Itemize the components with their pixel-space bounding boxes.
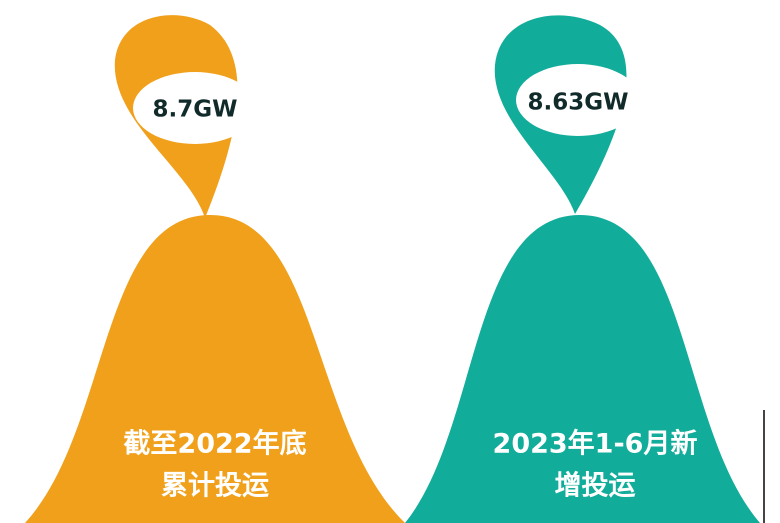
caption-line: 累计投运 <box>161 471 269 502</box>
value-label: 8.7GW <box>153 97 238 123</box>
infographic: 8.7GW 截至2022年底 累计投运 8.63GW 2023年1-6月新 增投… <box>0 0 780 523</box>
value-label: 8.63GW <box>528 90 629 116</box>
caption-line: 截至2022年底 <box>123 428 306 460</box>
caption-line: 2023年1-6月新 <box>493 428 698 460</box>
caption-line: 增投运 <box>555 470 636 502</box>
